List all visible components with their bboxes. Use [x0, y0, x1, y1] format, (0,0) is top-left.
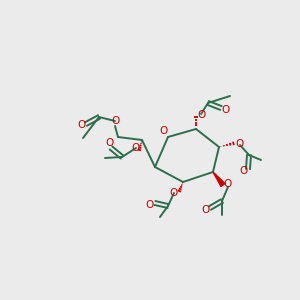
Text: O: O — [77, 120, 85, 130]
Text: O: O — [197, 110, 205, 120]
Text: O: O — [105, 138, 113, 148]
Text: O: O — [236, 139, 244, 149]
Text: O: O — [159, 126, 167, 136]
Text: O: O — [224, 179, 232, 189]
Polygon shape — [213, 172, 225, 187]
Text: O: O — [132, 143, 140, 153]
Text: O: O — [170, 188, 178, 198]
Text: O: O — [111, 116, 119, 126]
Text: O: O — [201, 205, 209, 215]
Text: O: O — [221, 105, 229, 115]
Text: O: O — [240, 166, 248, 176]
Text: O: O — [146, 200, 154, 210]
